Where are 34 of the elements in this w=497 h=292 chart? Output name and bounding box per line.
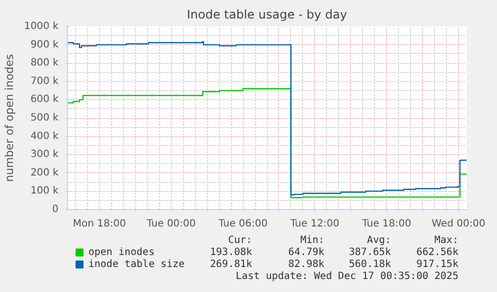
- y-tick-label: 500 k: [30, 112, 59, 124]
- y-tick-label: 300 k: [30, 149, 59, 160]
- y-tick-label: 100 k: [30, 186, 59, 197]
- y-tick-label: 1000 k: [24, 21, 59, 32]
- text: 193.08k: [210, 247, 252, 258]
- y-tick-label: 600 k: [30, 94, 59, 106]
- text: 387.65k: [348, 247, 392, 258]
- x-tick-label: Wed 00:00: [432, 218, 486, 230]
- x-tick-label: Tue 00:00: [146, 218, 196, 230]
- legend-label: open inodes: [88, 247, 155, 258]
- text: 917.15k: [416, 259, 458, 270]
- text: 560.18k: [348, 259, 392, 270]
- text: Min:: [300, 235, 324, 246]
- chart-title: Inode table usage - by day: [186, 8, 348, 22]
- x-tick-label: Tue 12:00: [289, 218, 340, 230]
- y-tick-label: 900 k: [30, 39, 59, 50]
- x-tick-label: Mon 18:00: [72, 218, 126, 230]
- y-axis-title: number of open inodes: [3, 54, 16, 182]
- text: 269.81k: [210, 259, 252, 270]
- text: Last update: Wed Dec 17 00:35:00 2025: [236, 271, 458, 282]
- x-tick-label: Tue 06:00: [218, 218, 268, 230]
- text: 64.79k: [288, 247, 324, 258]
- y-tick-label: 0: [52, 204, 59, 215]
- y-tick-label: 700 k: [30, 76, 59, 87]
- text: 662.56k: [416, 247, 458, 258]
- y-tick-label: 200 k: [30, 167, 59, 178]
- y-tick-label: 800 k: [30, 58, 59, 69]
- text: Avg:: [366, 235, 392, 246]
- legend-label: inode table size: [88, 259, 185, 270]
- text: Max:: [434, 235, 458, 246]
- y-tick-label: 400 k: [30, 130, 59, 142]
- text: Cur:: [228, 235, 252, 246]
- x-tick-label: Tue 18:00: [361, 218, 412, 230]
- text: 82.98k: [288, 259, 324, 270]
